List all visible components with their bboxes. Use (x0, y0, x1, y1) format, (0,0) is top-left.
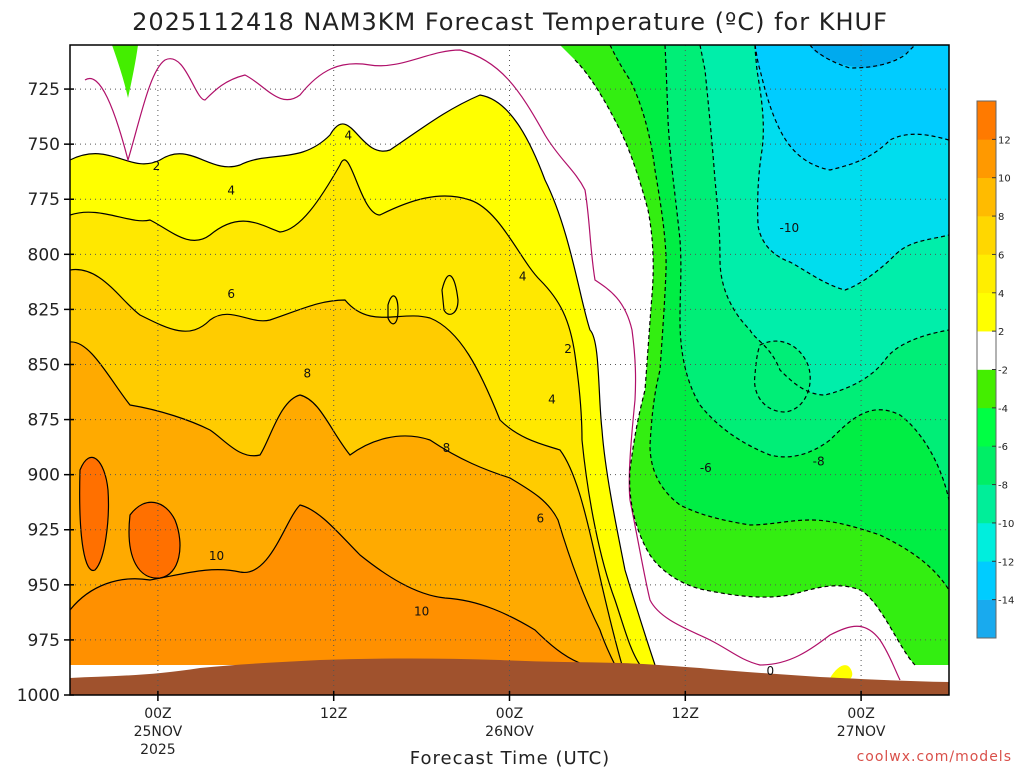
contour-label-12: -10 (780, 221, 800, 235)
colorbar-tick-label-10: 8 (998, 212, 1004, 223)
contour-label-15: 0 (766, 664, 774, 678)
colorbar-bin-9 (977, 254, 996, 294)
colorbar-bin-2 (977, 522, 996, 562)
contour-label-layer: 2 4 6 8 10 4 8 10 4 2 4 6 -10 -8 -6 0 (153, 128, 825, 678)
colorbar-bin-13 (977, 101, 996, 140)
colorbar-tick-label-1: -12 (998, 557, 1014, 568)
colorbar: -14 -12 -10 -8 -6 -4 -2 2 4 6 8 10 12 (976, 100, 1014, 639)
y-tick-label-950: 950 (28, 576, 60, 596)
credit-text: coolwx.com/models (857, 749, 1012, 765)
x-tick-label-6-0: 00Z (144, 706, 171, 722)
contour-label-6: 8 (443, 441, 451, 455)
x-tick-label-42-0: 12Z (672, 706, 699, 722)
plot-area (70, 45, 949, 695)
colorbar-bin-1 (977, 561, 996, 600)
x-tick-label-30-0: 00Z (496, 706, 523, 722)
y-axis: 725 750 775 800 825 850 875 900 925 950 975 1000 (17, 80, 74, 706)
colorbar-tick-label-6: -2 (998, 366, 1008, 377)
contour-label-4: 10 (209, 549, 224, 563)
fill-temp-minus8-pocket (754, 341, 811, 412)
x-tick-label-54-1: 27NOV (837, 724, 886, 740)
y-tick-label-775: 775 (28, 190, 60, 210)
y-tick-label-750: 750 (28, 135, 60, 155)
contour-minus4 (609, 45, 949, 591)
contour-minus8 (699, 45, 949, 396)
grid-layer (70, 45, 949, 696)
contour-label-11: 6 (536, 512, 544, 526)
colorbar-bin-7 (977, 331, 996, 370)
y-tick-label-850: 850 (28, 355, 60, 375)
contour-label-10: 4 (548, 393, 556, 407)
colorbar-bin-5 (977, 407, 996, 447)
colorbar-bin-11 (977, 177, 996, 217)
x-tick-label-54-0: 00Z (847, 706, 874, 722)
contour-label-7: 10 (414, 604, 429, 618)
colorbar-tick-label-5: -4 (998, 404, 1008, 415)
contour-label-0: 2 (153, 159, 161, 173)
fill-temp-10-12 (70, 505, 585, 665)
contour-minus12 (754, 45, 949, 171)
y-tick-label-725: 725 (28, 80, 60, 100)
contour-label-14: -6 (700, 461, 712, 475)
contour-label-8: 4 (519, 269, 527, 283)
contour-label-2: 6 (227, 287, 235, 301)
x-axis-label: Forecast Time (UTC) (410, 748, 610, 768)
x-tick-label-18-0: 12Z (320, 706, 347, 722)
y-tick-label-900: 900 (28, 466, 60, 486)
colorbar-tick-label-3: -8 (998, 481, 1008, 492)
colorbar-tick-label-2: -10 (998, 519, 1014, 530)
contour-minus6 (664, 45, 949, 501)
y-tick-label-975: 975 (28, 631, 60, 651)
terrain-ground (70, 658, 949, 695)
contour-4 (70, 159, 641, 666)
colorbar-bin-3 (977, 484, 996, 524)
colorbar-tick-label-12: 12 (998, 135, 1011, 146)
x-axis: 00Z 25NOV 2025 12Z 00Z 26NOV 12Z 00Z 27NOV (134, 691, 886, 758)
colorbar-tick-label-7: 2 (998, 327, 1004, 338)
colorbar-bin-0 (977, 599, 996, 639)
fill-temp-minus12-minus14 (755, 45, 949, 170)
y-tick-label-875: 875 (28, 411, 60, 431)
contour-10 (70, 504, 586, 666)
colorbar-bin-6 (977, 369, 996, 409)
colorbar-bin-12 (977, 139, 996, 179)
y-tick-label-825: 825 (28, 300, 60, 320)
contour-label-5: 4 (345, 128, 353, 142)
x-tick-label-6-1: 25NOV (134, 724, 183, 740)
chart-title: 2025112418 NAM3KM Forecast Temperature (… (132, 8, 888, 36)
colorbar-tick-label-4: -6 (998, 442, 1008, 453)
contour-4-blob-a (387, 295, 399, 325)
contour-6 (70, 269, 623, 666)
y-tick-label-925: 925 (28, 521, 60, 541)
contour-lines (70, 45, 949, 681)
contour-12-b (128, 501, 181, 579)
x-tick-label-6-2: 2025 (140, 742, 176, 758)
x-tick-label-30-1: 26NOV (485, 724, 534, 740)
contour-label-1: 4 (227, 183, 235, 197)
contour-label-9: 2 (564, 342, 572, 356)
contour-label-3: 8 (304, 366, 312, 380)
colorbar-bin-4 (977, 446, 996, 485)
contour-label-13: -8 (813, 454, 825, 468)
colorbar-bin-8 (977, 292, 996, 332)
contour-minus2 (574, 59, 916, 666)
colorbar-tick-label-9: 6 (998, 250, 1004, 261)
fill-temp-green-tongue (112, 45, 138, 98)
colorbar-tick-label-11: 10 (998, 174, 1011, 185)
contour-0 (84, 49, 901, 681)
contour-2 (70, 94, 656, 666)
contour-8 (70, 341, 616, 666)
contour-4-blob-b (441, 274, 459, 315)
contour-12-a (79, 456, 109, 571)
colorbar-bin-10 (977, 216, 996, 255)
colorbar-tick-label-0: -14 (998, 596, 1014, 607)
contour-minus14 (809, 45, 916, 69)
contour-minus10 (754, 45, 949, 291)
y-tick-label-1000: 1000 (17, 686, 60, 706)
colorbar-tick-label-8: 4 (998, 289, 1004, 300)
y-tick-label-800: 800 (28, 245, 60, 265)
